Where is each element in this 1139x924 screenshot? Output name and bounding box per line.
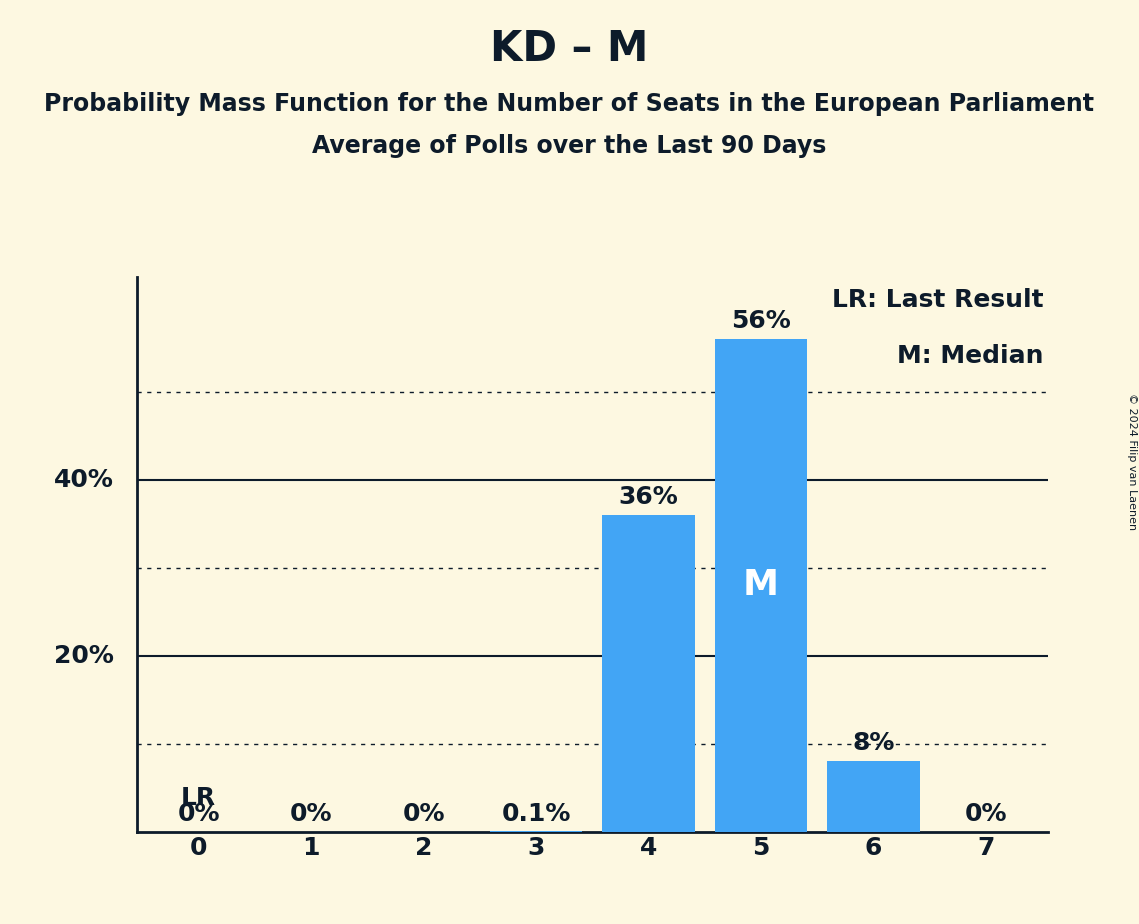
Text: LR: Last Result: LR: Last Result	[831, 288, 1043, 312]
Bar	[715, 339, 808, 832]
Text: M: M	[743, 568, 779, 602]
Bar	[603, 515, 695, 832]
Text: 0%: 0%	[289, 802, 333, 826]
Text: LR: LR	[181, 785, 216, 809]
Text: 36%: 36%	[618, 485, 679, 508]
Text: 0%: 0%	[965, 802, 1007, 826]
Text: 8%: 8%	[852, 731, 895, 755]
Text: 40%: 40%	[55, 468, 114, 492]
Text: 0%: 0%	[178, 802, 220, 826]
Text: 56%: 56%	[731, 309, 790, 333]
Text: KD – M: KD – M	[490, 28, 649, 69]
Text: 0%: 0%	[402, 802, 445, 826]
Text: 0.1%: 0.1%	[501, 802, 571, 826]
Text: Probability Mass Function for the Number of Seats in the European Parliament: Probability Mass Function for the Number…	[44, 92, 1095, 116]
Text: © 2024 Filip van Laenen: © 2024 Filip van Laenen	[1126, 394, 1137, 530]
Text: 20%: 20%	[55, 644, 114, 668]
Text: M: Median: M: Median	[896, 344, 1043, 368]
Text: Average of Polls over the Last 90 Days: Average of Polls over the Last 90 Days	[312, 134, 827, 158]
Bar	[827, 761, 919, 832]
